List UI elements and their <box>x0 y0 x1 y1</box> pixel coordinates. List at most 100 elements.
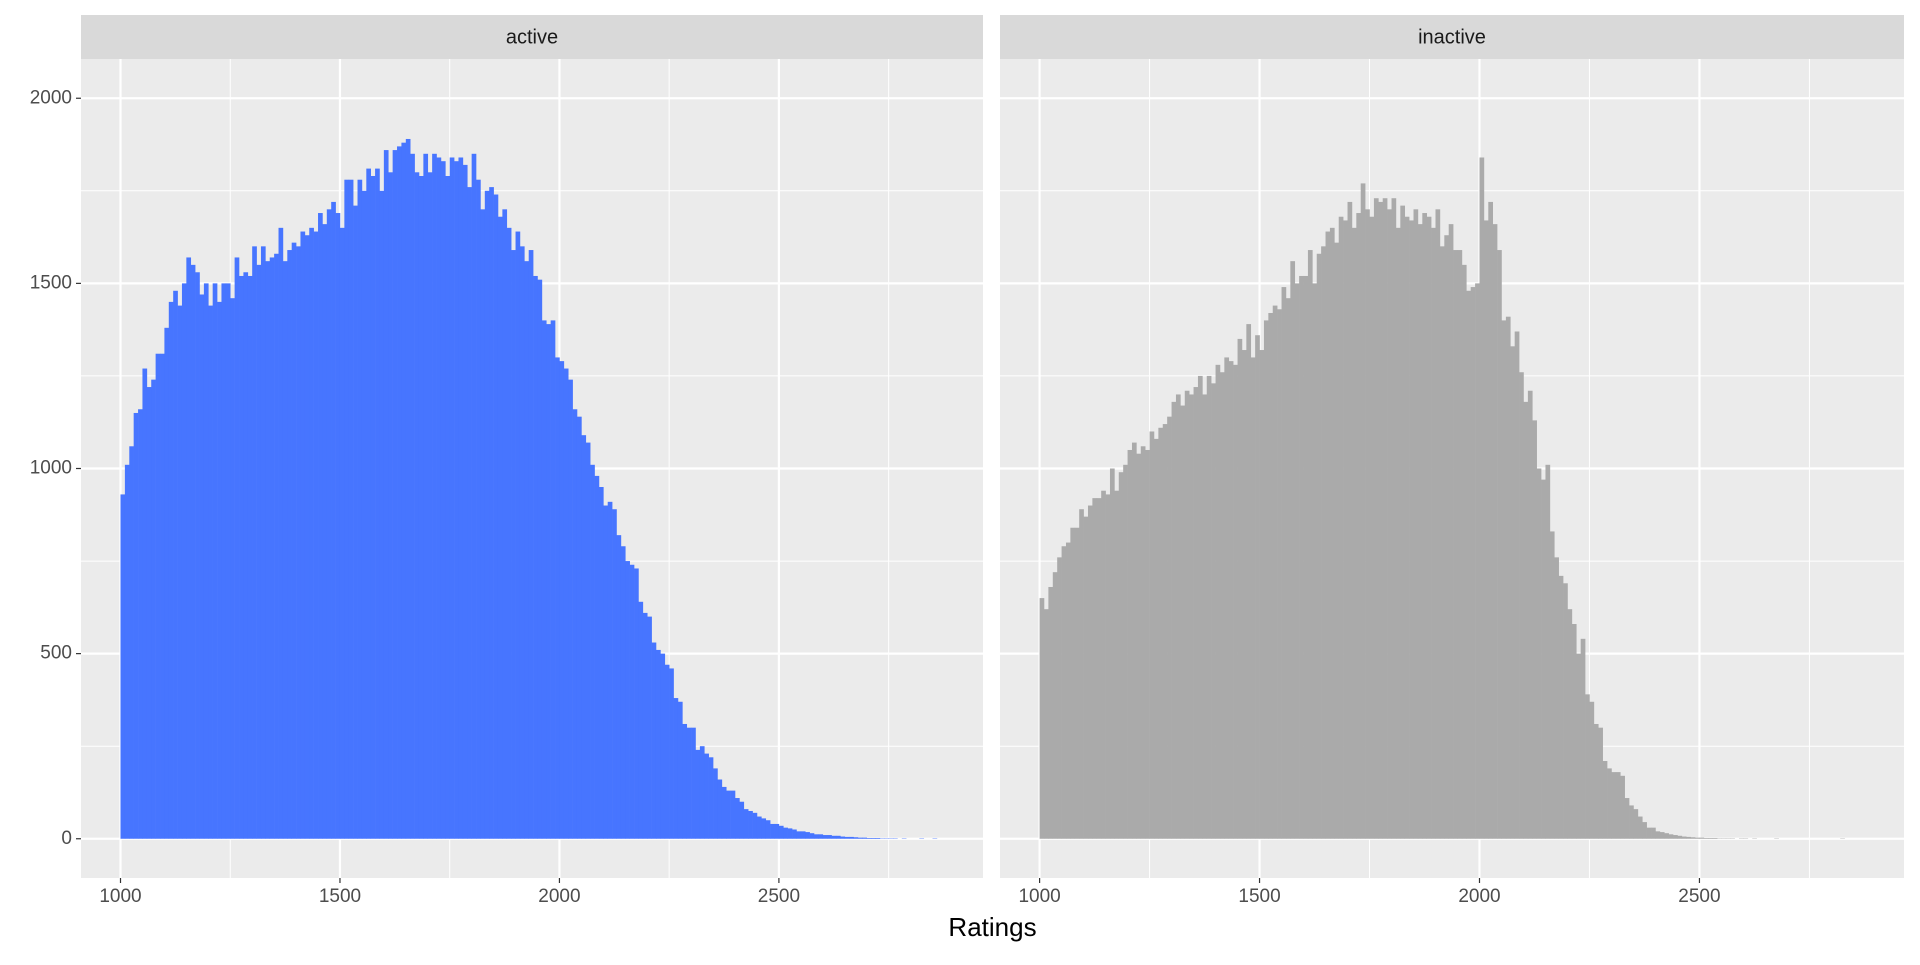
bar <box>1176 394 1181 838</box>
bar <box>432 154 437 839</box>
bar <box>1084 517 1089 839</box>
bar <box>1554 557 1559 838</box>
bar <box>1154 439 1159 839</box>
bar <box>1611 772 1616 839</box>
bar <box>871 838 876 839</box>
bar <box>371 176 376 839</box>
bar <box>121 494 126 838</box>
bar <box>305 235 310 839</box>
bar <box>397 146 402 838</box>
bar <box>1444 235 1449 839</box>
bar <box>1101 491 1106 839</box>
bar <box>559 361 564 839</box>
bar <box>1699 838 1704 839</box>
bar <box>1497 250 1502 839</box>
bar <box>849 837 854 839</box>
bar <box>805 832 810 839</box>
bar <box>485 191 490 839</box>
bar <box>1348 202 1353 839</box>
bar <box>1414 209 1419 838</box>
bar <box>204 283 209 838</box>
bar <box>586 443 591 839</box>
bar <box>1550 531 1555 838</box>
bar <box>779 826 784 839</box>
bar <box>1515 332 1520 839</box>
bar <box>419 176 424 839</box>
bar <box>1356 213 1361 839</box>
bar <box>252 246 257 838</box>
bar <box>1132 443 1137 839</box>
bar <box>1092 498 1097 839</box>
bar <box>1070 528 1075 839</box>
bar <box>1273 306 1278 839</box>
bar <box>753 813 758 839</box>
bar <box>1304 276 1309 839</box>
bar <box>450 157 455 838</box>
bar <box>191 265 196 839</box>
bar <box>726 791 731 839</box>
bar <box>814 834 819 838</box>
bar <box>537 280 542 839</box>
bar <box>384 150 389 839</box>
bar <box>182 283 187 838</box>
bar <box>564 369 569 839</box>
bar <box>1194 387 1199 839</box>
bar <box>494 195 499 839</box>
bar <box>1400 206 1405 839</box>
bar <box>1163 424 1168 839</box>
bar <box>1251 357 1256 838</box>
bar <box>1475 283 1480 838</box>
bar <box>542 320 547 838</box>
bar <box>1501 320 1506 838</box>
bar <box>226 283 231 838</box>
bar <box>1572 624 1577 839</box>
bar <box>1141 446 1146 838</box>
bar <box>595 476 600 839</box>
x-tick-label: 2500 <box>1678 886 1720 907</box>
bar <box>529 250 534 839</box>
bar <box>1343 220 1348 838</box>
bar <box>129 446 134 838</box>
bar <box>1642 822 1647 839</box>
bar <box>770 824 775 839</box>
bar <box>546 324 551 839</box>
bar <box>164 328 169 839</box>
bar <box>1537 469 1542 839</box>
bar <box>1246 324 1251 839</box>
bar <box>340 228 345 839</box>
bar <box>1255 335 1260 839</box>
bar <box>555 357 560 838</box>
bar <box>1682 837 1687 839</box>
bar <box>1321 246 1326 838</box>
bar <box>1519 372 1524 839</box>
bar <box>1260 350 1265 839</box>
bar <box>1418 224 1423 839</box>
bar <box>669 668 674 838</box>
bar <box>1189 394 1194 838</box>
bar <box>261 246 266 838</box>
bar <box>458 157 463 838</box>
bar <box>296 246 301 838</box>
bar <box>437 157 442 838</box>
bar <box>1457 250 1462 839</box>
bar <box>832 836 837 839</box>
bar <box>638 602 643 839</box>
bar <box>1044 609 1049 839</box>
bar <box>1691 837 1696 838</box>
bar <box>573 409 578 838</box>
bar <box>845 837 850 839</box>
bar <box>1180 406 1185 839</box>
x-axis-title: Ratings <box>948 912 1036 942</box>
bar <box>1466 291 1471 839</box>
bar <box>1198 376 1203 839</box>
bar <box>1633 809 1638 839</box>
bar <box>678 702 683 839</box>
bar <box>630 565 635 839</box>
bar <box>476 180 481 839</box>
bar <box>577 417 582 839</box>
bar <box>375 169 380 839</box>
bar <box>1387 209 1392 838</box>
bar <box>463 165 468 839</box>
